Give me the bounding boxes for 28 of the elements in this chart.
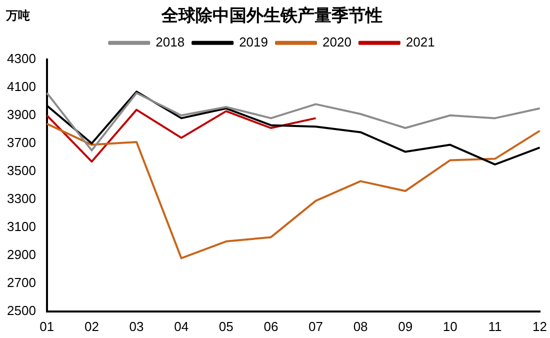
x-tick-label: 09 (398, 318, 413, 334)
x-tick-label: 12 (532, 318, 548, 334)
x-tick-label: 02 (84, 318, 99, 334)
legend-label: 2018 (156, 34, 185, 50)
y-axis-title: 万吨 (5, 8, 30, 22)
y-tick-label: 2900 (7, 246, 36, 262)
y-tick-label: 3900 (7, 106, 36, 122)
legend-label: 2021 (406, 34, 435, 50)
legend-label: 2020 (322, 34, 352, 50)
y-tick-label: 3100 (7, 218, 36, 234)
x-tick-label: 11 (488, 318, 502, 334)
y-tick-label: 2700 (7, 274, 36, 290)
y-tick-label: 3500 (7, 162, 36, 178)
x-tick-label: 06 (264, 318, 278, 334)
legend-label: 2019 (239, 34, 268, 50)
x-tick-label: 08 (353, 318, 368, 334)
x-tick-label: 01 (40, 318, 54, 334)
y-tick-label: 3300 (7, 190, 36, 206)
chart-title: 全球除中国外生铁产量季节性 (160, 6, 382, 25)
y-tick-label: 4300 (7, 50, 36, 66)
y-tick-label: 4100 (7, 78, 36, 94)
x-tick-label: 05 (218, 318, 234, 334)
x-tick-label: 10 (442, 318, 458, 334)
x-tick-label: 03 (129, 318, 144, 334)
x-tick-label: 04 (174, 318, 189, 334)
x-tick-label: 07 (308, 318, 323, 334)
y-tick-label: 3700 (7, 134, 36, 150)
y-tick-label: 2500 (7, 302, 36, 318)
